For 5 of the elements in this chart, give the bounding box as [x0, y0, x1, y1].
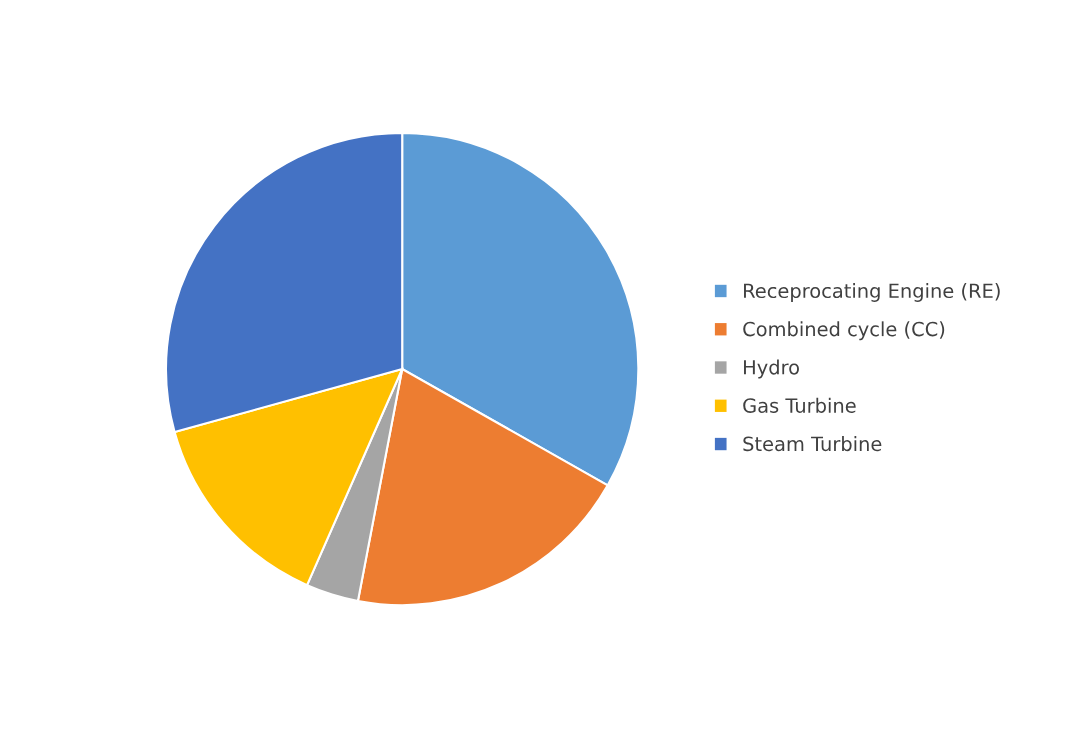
legend-label: Gas Turbine	[743, 397, 856, 413]
legend-label: Combined cycle (CC)	[743, 321, 945, 341]
legend-label: Receprocating Engine (RE)	[744, 283, 1000, 302]
legend-label: Steam Turbine	[743, 436, 882, 452]
legend-label: Hydro	[744, 359, 799, 379]
